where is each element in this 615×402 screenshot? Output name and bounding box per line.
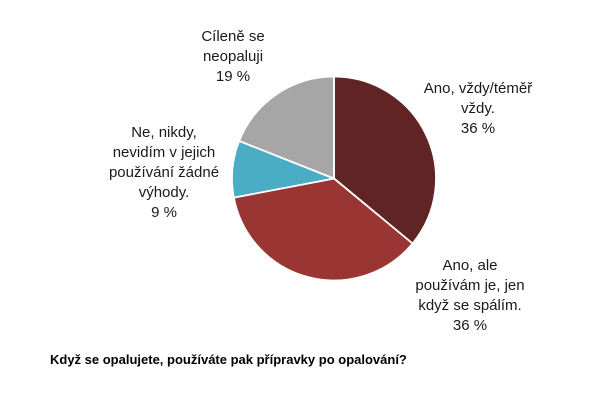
chart-caption: Když se opalujete, používáte pak příprav… — [50, 352, 407, 367]
slice-label-ano-vzdy: Ano, vždy/téměř vždy. 36 % — [423, 80, 533, 137]
slice-label-ano-ale: Ano, ale používám je, jen když se spálím… — [415, 257, 525, 334]
pie-slice-3 — [238, 75, 335, 180]
pie-slice-1 — [232, 177, 414, 282]
slice-label-cilene-se-neopaluji: Cíleně se neopaluji 19 % — [201, 28, 265, 85]
slice-label-ne-nikdy: Ne, nikdy, nevidím v jejich používání žá… — [108, 124, 220, 221]
pie-slice-0 — [333, 75, 437, 245]
